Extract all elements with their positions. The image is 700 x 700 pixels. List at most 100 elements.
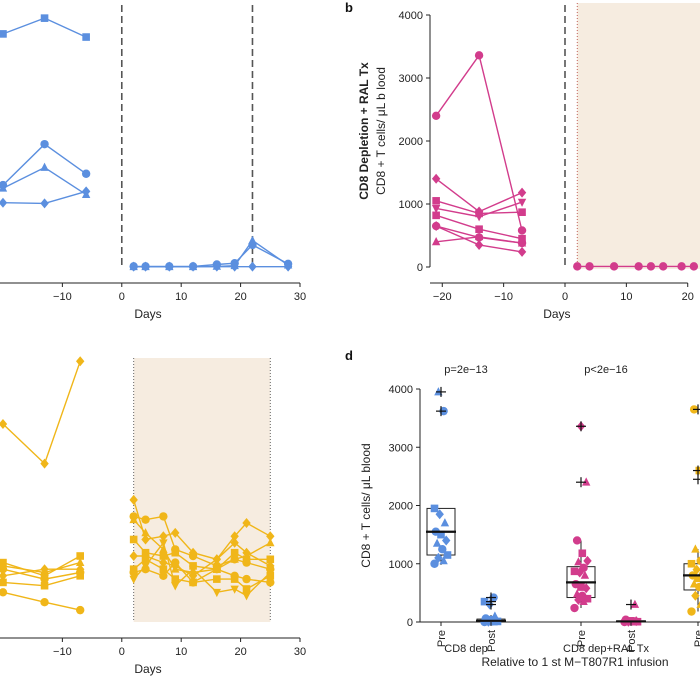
- data-point: [573, 262, 582, 271]
- data-point: [0, 561, 8, 570]
- x-tick-label: 10: [175, 291, 187, 303]
- data-point: [431, 111, 441, 121]
- data-point: [630, 599, 640, 608]
- series-line: [2, 361, 81, 465]
- data-point: [658, 262, 668, 271]
- data-point: [40, 198, 49, 209]
- data-point: [129, 575, 138, 584]
- data-point: [230, 585, 239, 594]
- data-point: [242, 585, 251, 593]
- data-point: [230, 548, 239, 557]
- x-tick-label: Pre: [576, 630, 588, 647]
- x-tick-label: −10: [494, 291, 513, 303]
- x-tick-label: 20: [682, 291, 694, 303]
- data-point: [188, 570, 198, 581]
- data-point: [518, 208, 526, 216]
- data-point: [580, 570, 590, 579]
- data-point: [230, 531, 239, 542]
- x-tick-label: Post: [626, 630, 638, 652]
- data-point: [689, 262, 699, 271]
- data-point: [242, 574, 251, 584]
- data-point: [75, 356, 85, 367]
- data-point: [517, 246, 527, 257]
- data-point: [0, 197, 8, 208]
- data-point: [431, 205, 441, 214]
- data-point: [585, 262, 594, 271]
- data-point: [75, 564, 85, 575]
- data-point: [129, 535, 138, 544]
- data-point: [76, 552, 84, 560]
- data-point: [578, 549, 587, 558]
- data-point: [696, 556, 700, 565]
- series-line: [2, 561, 81, 574]
- data-point: [242, 592, 251, 601]
- data-point: [171, 582, 180, 591]
- data-point: [432, 211, 440, 220]
- data-point: [691, 590, 700, 601]
- y-tick-label: 1000: [389, 559, 413, 571]
- data-point: [40, 139, 49, 149]
- data-point: [634, 262, 643, 271]
- series-line: [133, 244, 289, 268]
- row-label: CD8 Depletion + RAL Tx: [357, 62, 371, 200]
- data-point: [40, 598, 49, 607]
- x-tick-label: 30: [294, 291, 306, 303]
- data-point: [696, 600, 700, 608]
- data-point: [159, 552, 168, 560]
- y-tick-label: 3000: [399, 73, 423, 85]
- x-tick-label: Pre: [436, 630, 448, 647]
- data-point: [431, 221, 441, 232]
- data-point: [75, 605, 85, 615]
- data-point: [430, 504, 439, 513]
- data-point: [0, 588, 8, 597]
- data-point: [242, 518, 251, 528]
- data-point: [437, 530, 445, 539]
- data-point: [578, 591, 587, 600]
- data-point: [40, 458, 49, 469]
- series-line: [133, 239, 289, 268]
- data-point: [40, 581, 49, 590]
- x-axis-title: Days: [543, 307, 570, 321]
- data-point: [691, 544, 700, 553]
- data-point: [159, 512, 168, 521]
- data-point: [443, 551, 452, 559]
- data-point: [266, 569, 275, 578]
- data-point: [248, 261, 257, 272]
- data-point: [687, 607, 696, 616]
- data-point: [579, 596, 588, 606]
- data-point: [475, 225, 483, 233]
- panel-b-line-chart: −20 −10 0 10 20 Days 0 1000 2000 3000 4000 CD8 + T …: [357, 3, 700, 321]
- data-point: [474, 51, 484, 60]
- data-point: [82, 33, 90, 41]
- group-label: CD8 dep: [444, 643, 487, 655]
- data-point: [40, 14, 49, 22]
- data-point: [570, 567, 579, 576]
- data-point: [266, 555, 275, 564]
- y-tick-label: 0: [407, 617, 413, 629]
- shaded-region: [133, 358, 271, 622]
- panel-d-label: d: [345, 348, 353, 363]
- group-label: CD8 dep+RAL Tx: [563, 643, 649, 655]
- data-point: [141, 565, 150, 574]
- y-tick-label: 2000: [399, 136, 423, 148]
- data-point: [570, 603, 579, 613]
- data-point: [212, 554, 222, 565]
- p-value-label: p=2e−13: [444, 364, 487, 376]
- data-point: [212, 588, 222, 598]
- data-point: [517, 238, 527, 247]
- data-point: [474, 213, 484, 222]
- data-point: [517, 187, 527, 198]
- panel-c-line-chart: −10 0 10 20 30 Days: [0, 356, 306, 676]
- y-tick-label: 2000: [389, 501, 413, 513]
- data-point: [230, 554, 239, 563]
- x-tick-label: −10: [53, 646, 72, 658]
- data-point: [159, 565, 168, 573]
- series-line: [2, 166, 87, 196]
- data-point: [230, 537, 239, 548]
- data-point: [40, 564, 49, 575]
- x-tick-label: 30: [294, 646, 306, 658]
- data-point: [440, 518, 450, 527]
- data-point: [266, 578, 275, 587]
- data-point: [621, 615, 630, 624]
